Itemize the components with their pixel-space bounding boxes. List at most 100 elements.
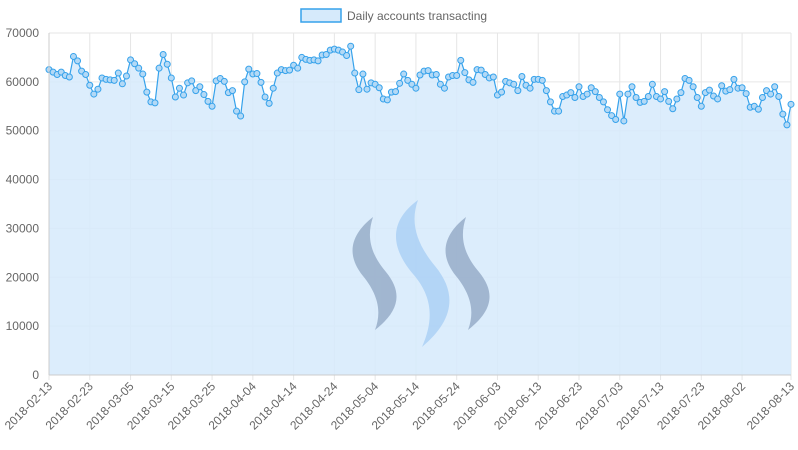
data-point[interactable] [555, 107, 563, 115]
data-point[interactable] [82, 71, 90, 79]
data-point[interactable] [180, 91, 188, 99]
data-point[interactable] [608, 112, 616, 120]
data-point[interactable] [257, 78, 265, 86]
data-point[interactable] [661, 88, 669, 96]
data-point[interactable] [359, 70, 367, 78]
data-point[interactable] [624, 90, 632, 98]
data-point[interactable] [314, 57, 322, 65]
data-point[interactable] [241, 78, 249, 86]
data-point[interactable] [416, 71, 424, 79]
data-point[interactable] [122, 72, 130, 80]
data-point[interactable] [640, 97, 648, 105]
data-point[interactable] [151, 99, 159, 107]
data-point[interactable] [343, 51, 351, 59]
data-point[interactable] [673, 95, 681, 103]
data-point[interactable] [648, 80, 656, 88]
data-point[interactable] [697, 102, 705, 110]
data-point[interactable] [424, 67, 432, 75]
data-point[interactable] [74, 57, 82, 65]
data-point[interactable] [383, 96, 391, 104]
data-point[interactable] [575, 83, 583, 91]
data-point[interactable] [591, 88, 599, 96]
data-point[interactable] [404, 76, 412, 84]
data-point[interactable] [139, 70, 147, 78]
data-point[interactable] [155, 64, 163, 72]
data-point[interactable] [595, 93, 603, 101]
data-point[interactable] [498, 88, 506, 96]
data-point[interactable] [771, 83, 779, 91]
data-point[interactable] [253, 70, 261, 78]
data-point[interactable] [461, 69, 469, 77]
data-point[interactable] [286, 66, 294, 74]
data-point[interactable] [261, 93, 269, 101]
data-point[interactable] [518, 72, 526, 80]
data-point[interactable] [628, 83, 636, 91]
data-point[interactable] [375, 84, 383, 92]
data-point[interactable] [632, 93, 640, 101]
data-point[interactable] [440, 84, 448, 92]
data-point[interactable] [587, 84, 595, 92]
data-point[interactable] [192, 87, 200, 95]
data-point[interactable] [526, 84, 534, 92]
legend[interactable]: Daily accounts transacting [300, 8, 487, 23]
data-point[interactable] [657, 95, 665, 103]
data-point[interactable] [355, 86, 363, 94]
data-point[interactable] [90, 90, 98, 98]
data-point[interactable] [604, 106, 612, 114]
data-point[interactable] [131, 60, 139, 68]
data-point[interactable] [693, 93, 701, 101]
data-point[interactable] [718, 82, 726, 90]
data-point[interactable] [612, 115, 620, 123]
data-point[interactable] [510, 80, 518, 88]
data-point[interactable] [167, 74, 175, 82]
data-point[interactable] [669, 105, 677, 113]
data-point[interactable] [351, 69, 359, 77]
data-point[interactable] [432, 71, 440, 79]
data-point[interactable] [754, 105, 762, 113]
data-point[interactable] [620, 117, 628, 125]
data-point[interactable] [65, 73, 73, 81]
data-point[interactable] [392, 88, 400, 96]
data-point[interactable] [204, 97, 212, 105]
data-point[interactable] [457, 56, 465, 64]
data-point[interactable] [583, 90, 591, 98]
data-point[interactable] [94, 85, 102, 93]
data-point[interactable] [135, 64, 143, 72]
data-point[interactable] [188, 77, 196, 85]
data-point[interactable] [689, 83, 697, 91]
data-point[interactable] [546, 98, 554, 106]
data-point[interactable] [114, 69, 122, 77]
data-point[interactable] [767, 90, 775, 98]
data-point[interactable] [726, 86, 734, 94]
data-point[interactable] [489, 73, 497, 81]
data-point[interactable] [200, 91, 208, 99]
data-point[interactable] [599, 98, 607, 106]
data-point[interactable] [705, 86, 713, 94]
data-point[interactable] [400, 70, 408, 78]
data-point[interactable] [408, 80, 416, 88]
data-point[interactable] [567, 89, 575, 97]
data-point[interactable] [477, 66, 485, 74]
data-point[interactable] [208, 102, 216, 110]
data-point[interactable] [714, 95, 722, 103]
data-point[interactable] [738, 84, 746, 92]
data-point[interactable] [347, 42, 355, 50]
data-point[interactable] [269, 84, 277, 92]
data-point[interactable] [265, 99, 273, 107]
data-point[interactable] [294, 64, 302, 72]
data-point[interactable] [69, 52, 77, 60]
data-point[interactable] [685, 76, 693, 84]
data-point[interactable] [436, 80, 444, 88]
data-point[interactable] [322, 51, 330, 58]
data-point[interactable] [758, 93, 766, 101]
data-point[interactable] [742, 90, 750, 98]
data-point[interactable] [143, 88, 151, 96]
data-point[interactable] [412, 84, 420, 92]
data-point[interactable] [453, 72, 461, 80]
data-point[interactable] [86, 81, 94, 89]
data-point[interactable] [171, 93, 179, 101]
data-point[interactable] [775, 93, 783, 101]
data-point[interactable] [644, 93, 652, 101]
data-point[interactable] [677, 89, 685, 97]
data-point[interactable] [196, 83, 204, 91]
